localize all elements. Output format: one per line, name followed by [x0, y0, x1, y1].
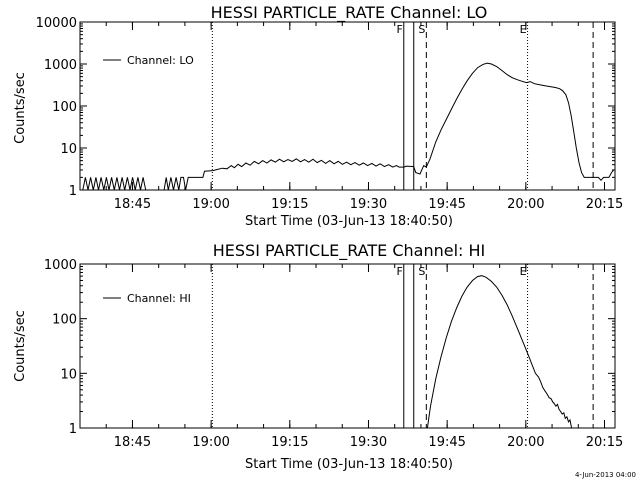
x-tick-label: 20:00	[507, 435, 544, 450]
date-stamp: 4-Jun-2013 04:00	[575, 471, 636, 479]
legend: Channel: HI	[103, 292, 191, 305]
series-line	[426, 275, 573, 429]
x-tick-label: 19:15	[271, 197, 308, 212]
event-marker-label: S	[418, 23, 425, 36]
x-tick-label: 19:30	[350, 197, 387, 212]
x-tick-label: 19:45	[428, 197, 465, 212]
y-axis-label: Counts/sec	[13, 72, 28, 144]
y-tick-label: 10	[60, 367, 77, 382]
y-tick-label: 100	[52, 100, 77, 115]
x-tick-label: 18:45	[114, 197, 151, 212]
y-tick-label: 100	[52, 313, 77, 328]
event-marker-label: E	[520, 23, 527, 36]
x-tick-label: 19:00	[192, 197, 229, 212]
y-axis-label: Counts/sec	[13, 310, 28, 382]
x-tick-label: 20:15	[586, 197, 623, 212]
event-marker-label: S	[418, 265, 425, 278]
event-marker-label: E	[520, 265, 527, 278]
x-tick-label: 19:45	[428, 435, 465, 450]
chart-title: HESSI PARTICLE_RATE Channel: HI	[213, 241, 486, 261]
x-tick-label: 19:00	[192, 435, 229, 450]
event-marker-label: F	[396, 23, 402, 36]
y-tick-label: 10	[60, 142, 77, 157]
panel-lo: HESSI PARTICLE_RATE Channel: LO Start Ti…	[13, 3, 623, 229]
x-tick-label: 19:15	[271, 435, 308, 450]
plot-frame	[79, 21, 616, 191]
series-line	[82, 62, 614, 191]
y-tick-label: 1	[69, 184, 77, 199]
chart-title: HESSI PARTICLE_RATE Channel: LO	[211, 3, 488, 23]
y-tick-label: 10000	[36, 16, 77, 31]
x-tick-label: 19:30	[350, 435, 387, 450]
legend: Channel: LO	[103, 54, 194, 67]
x-tick-label: 20:15	[586, 435, 623, 450]
legend-label: Channel: LO	[127, 54, 194, 67]
x-axis-label: Start Time (03-Jun-13 18:40:50)	[245, 457, 453, 472]
y-tick-label: 1	[69, 422, 77, 437]
x-tick-label: 18:45	[114, 435, 151, 450]
x-axis-label: Start Time (03-Jun-13 18:40:50)	[245, 214, 453, 229]
y-tick-label: 1000	[44, 258, 77, 273]
plot-frame	[79, 263, 616, 429]
x-tick-label: 20:00	[507, 197, 544, 212]
legend-label: Channel: HI	[127, 292, 191, 305]
panel-hi: HESSI PARTICLE_RATE Channel: HI Start Ti…	[13, 241, 623, 472]
event-marker-label: F	[396, 265, 402, 278]
y-tick-label: 1000	[44, 58, 77, 73]
